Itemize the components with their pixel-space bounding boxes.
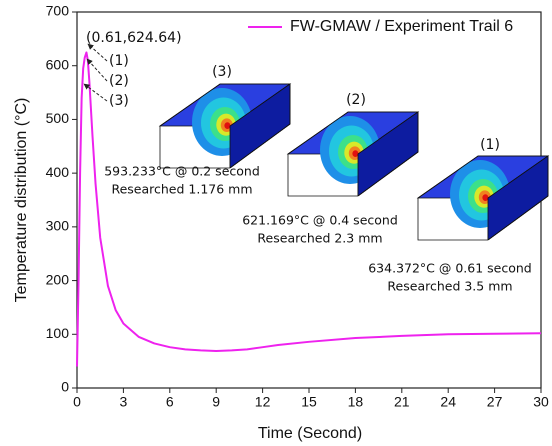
- x-tick-label: 9: [212, 394, 220, 410]
- y-tick-label: 300: [46, 218, 70, 234]
- y-axis-label: Temperature distribution (°C): [13, 98, 30, 303]
- inset-label: (2): [346, 92, 366, 108]
- heat-zone: [224, 122, 231, 129]
- x-tick-label: 24: [440, 394, 456, 410]
- x-tick-label: 3: [120, 394, 128, 410]
- heat-zone: [352, 150, 359, 158]
- peak-label: (0.61,624.64): [86, 30, 182, 46]
- block-clip: [287, 196, 359, 246]
- marker-label: (3): [109, 93, 129, 109]
- x-tick-label: 12: [255, 394, 271, 410]
- block-outline: [417, 155, 549, 241]
- inset-temperature: 593.233°C @ 0.2 second: [104, 164, 260, 179]
- x-tick-label: 0: [73, 394, 81, 410]
- y-tick-label: 500: [46, 110, 70, 126]
- block-outline: [159, 83, 291, 169]
- x-tick-label: 30: [533, 394, 549, 410]
- block-outline: [287, 111, 419, 197]
- legend-label: FW-GMAW / Experiment Trail 6: [290, 18, 513, 35]
- insets: (3) 593.233°C @ 0.2 second Researched 1.17…: [104, 64, 550, 294]
- y-tick-label: 0: [61, 379, 69, 395]
- x-tick-label: 18: [348, 394, 364, 410]
- block-clip: [159, 168, 231, 218]
- inset-temperature: 634.372°C @ 0.61 second: [368, 261, 532, 276]
- y-tick-label: 200: [46, 271, 70, 287]
- y-tick-label: 600: [46, 56, 70, 72]
- inset-depth: Researched 2.3 mm: [257, 231, 382, 246]
- inset-depth: Researched 3.5 mm: [387, 279, 512, 294]
- heat-zone: [482, 194, 489, 202]
- inset-temperature: 621.169°C @ 0.4 second: [242, 213, 398, 228]
- inset-label: (3): [212, 64, 232, 80]
- marker-label: (2): [109, 73, 129, 89]
- annotation-arrow: [87, 43, 108, 62]
- x-tick-label: 6: [166, 394, 174, 410]
- data-line: [76, 51, 542, 367]
- y-tick-label: 700: [46, 3, 70, 19]
- x-tick-label: 15: [301, 394, 317, 410]
- inset-depth: Researched 1.176 mm: [111, 182, 252, 197]
- block-clip: [417, 240, 489, 290]
- y-tick-label: 100: [46, 325, 70, 341]
- inset-label: (1): [480, 137, 500, 153]
- annotation-arrow: [83, 83, 108, 102]
- x-axis-label: Time (Second): [258, 425, 362, 442]
- x-tick-label: 21: [394, 394, 410, 410]
- plot: 0 3 6 9 12 15 18 21 24 27 300100200300400500600700…: [46, 3, 549, 410]
- y-tick-label: 400: [46, 164, 70, 180]
- x-tick-label: 27: [487, 394, 503, 410]
- marker-label: (1): [109, 53, 129, 69]
